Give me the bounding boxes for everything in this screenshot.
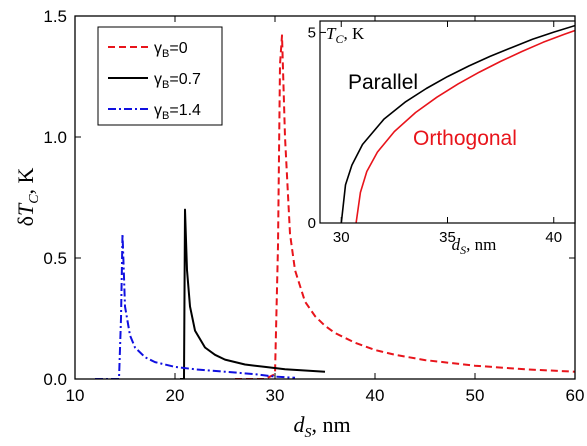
annotation-parallel: Parallel [348,71,418,94]
inset-y-label-subscript: C [335,32,344,46]
inset-y-tick-label-1: 5 [308,24,316,41]
legend-label-gamma-1-4: γB=1.4 [154,102,201,122]
main-x-tick-label-5: 60 [566,386,585,405]
inset-ticks-group: 30 35 40 0 5 [308,21,562,246]
y-label-symbol: T [13,202,38,216]
main-series-group [95,34,575,379]
inset-x-tick-label-1: 35 [439,229,456,246]
main-y-axis-label: δTC, K [13,167,42,226]
legend: γB=0 γB=0.7 γB=1.4 [97,26,223,126]
legend-symbol: γ [154,71,162,88]
legend-label-gamma-0-7: γB=0.7 [154,71,201,91]
legend-symbol: γ [154,102,162,119]
main-y-tick-label-2: 1.0 [43,128,67,147]
inset-x-tick-label-2: 40 [545,229,562,246]
y-label-prefix: δ [13,216,38,226]
main-y-tick-label-1: 0.5 [43,249,67,268]
inset-y-tick-label-0: 0 [308,215,316,232]
inset-y-axis-label: TC, K [326,24,365,46]
main-chart: 10 20 30 40 50 600.00.51.01.5 δTC, K dS, nm γ… [13,7,584,441]
y-label-unit: , K [13,167,38,194]
inset-chart: 30 35 40 0 5 TC, K dS, nm Parallel Orthogona… [308,20,576,257]
main-series-0 [235,34,575,379]
inset-x-label-subscript: S [460,243,466,257]
x-label-unit: , nm [311,412,350,437]
legend-symbol: γ [154,40,162,57]
main-ticks-group: 10 20 30 40 50 600.00.51.01.5 [43,7,584,405]
x-label-symbol: d [293,412,305,437]
x-label-subscript: S [304,426,311,441]
y-label-subscript: C [27,194,42,204]
annotation-orthogonal: Orthogonal [413,127,517,150]
inset-x-axis-label: dS, nm [452,235,497,257]
inset-series-1 [355,29,575,223]
legend-label-gamma-0: γB=0 [154,40,188,60]
inset-x-tick-label-0: 30 [333,229,350,246]
main-x-tick-label-1: 20 [166,386,185,405]
inset-x-label-unit: , nm [466,235,496,254]
inset-y-label-unit: , K [343,24,365,43]
main-x-tick-label-0: 10 [66,386,85,405]
legend-value: =1.4 [169,102,201,119]
main-y-tick-label-0: 0.0 [43,370,67,389]
main-x-tick-label-2: 30 [266,386,285,405]
legend-subscript: B [162,110,169,122]
inset-series-0 [340,24,575,223]
main-series-2 [95,232,296,379]
inset-series-group [340,24,575,223]
inset-x-label-symbol: d [452,235,461,254]
main-x-tick-label-3: 40 [366,386,385,405]
legend-subscript: B [162,79,169,91]
main-x-axis-label: dS, nm [293,412,350,441]
main-series-1 [180,208,326,379]
main-y-tick-label-3: 1.5 [43,7,67,26]
main-x-tick-label-4: 50 [466,386,485,405]
inset-background [320,21,575,223]
legend-value: =0 [169,40,187,57]
legend-subscript: B [162,48,169,60]
inset-y-label-symbol: T [326,24,337,43]
legend-box [97,26,223,126]
legend-value: =0.7 [169,71,201,88]
